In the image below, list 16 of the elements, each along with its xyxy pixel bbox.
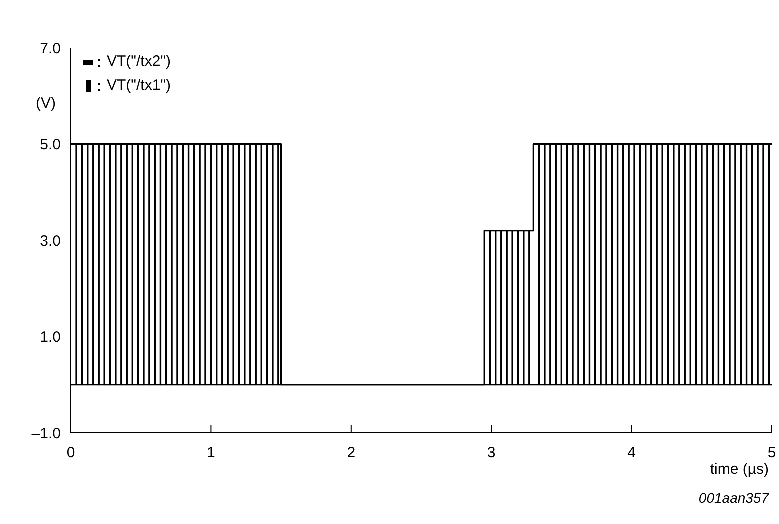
y-tick-label: 1.0	[40, 329, 61, 346]
y-tick-label: 7.0	[40, 40, 61, 58]
y-axis-title: (V)	[36, 95, 56, 112]
x-tick-label: 3	[487, 444, 496, 462]
y-tick-label: 5.0	[40, 136, 61, 154]
x-axis-title: time (µs)	[710, 461, 769, 478]
legend-label: VT("/tx1")	[107, 76, 171, 96]
y-tick-label: –1.0	[32, 425, 61, 442]
legend-label: VT("/tx2")	[107, 52, 171, 72]
x-tick-label: 5	[768, 444, 776, 462]
x-tick-label: 2	[347, 444, 356, 462]
text: 001aan357	[698, 490, 769, 506]
x-tick-label: 0	[66, 444, 76, 462]
x-tick-label: 4	[628, 444, 636, 462]
y-tick-label: 3.0	[40, 232, 61, 250]
x-tick-label: 1	[207, 444, 216, 462]
